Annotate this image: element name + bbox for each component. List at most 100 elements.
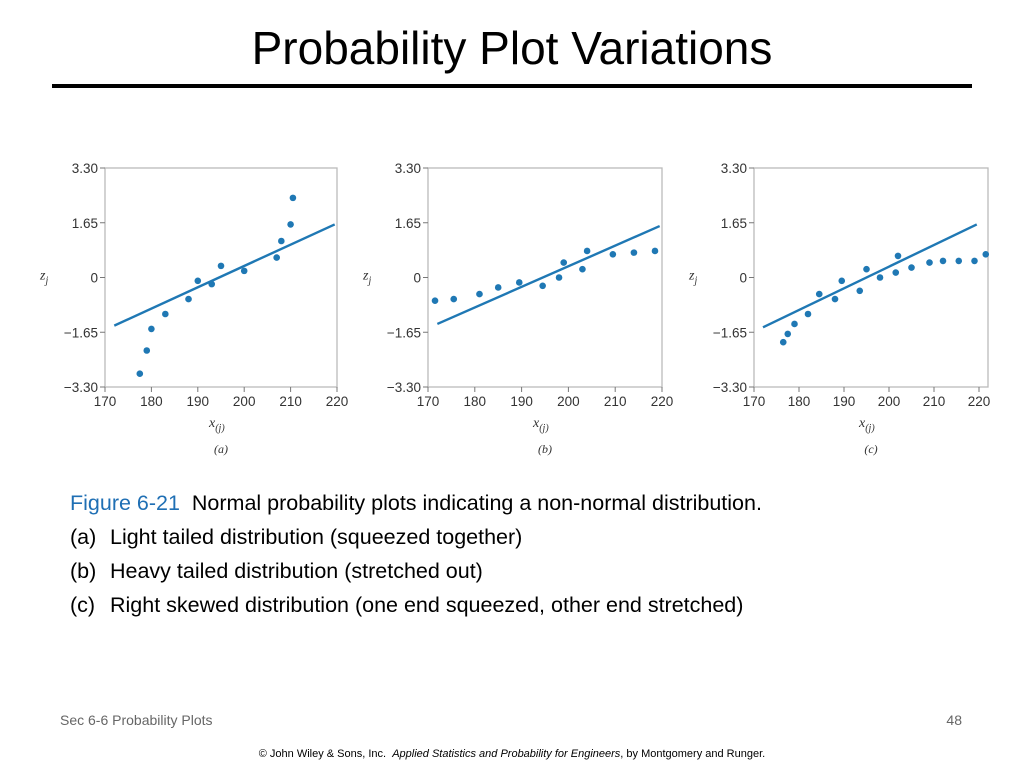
data-point [955, 257, 963, 265]
x-tick-label: 190 [833, 394, 856, 409]
data-point [240, 267, 248, 275]
y-tick-label: −1.65 [387, 325, 421, 340]
panel-label: (c) [864, 442, 877, 456]
x-tick-label: 190 [510, 394, 533, 409]
plot-frame [753, 167, 989, 388]
data-point [609, 250, 617, 258]
data-point [926, 259, 933, 266]
data-point [779, 338, 787, 346]
x-axis-label: x(j) [858, 416, 875, 434]
x-tick-label: 200 [557, 394, 580, 409]
book-title: Applied Statistics and Probability for E… [392, 748, 621, 760]
data-point [908, 264, 915, 271]
data-point [194, 277, 202, 285]
data-point [791, 320, 798, 328]
x-axis-label: x(j) [532, 416, 549, 434]
data-point [148, 325, 155, 333]
probability-plots: 170 180 190 200 210 220 3.30 1.65 0 −1.65 −3.30 zj x… [39, 161, 990, 456]
reference-line [113, 223, 336, 327]
data-point [815, 290, 823, 298]
x-axis-label: x(j) [208, 416, 225, 434]
copyright-suffix: , by Montgomery and Runger. [620, 748, 766, 760]
reference-line [436, 224, 661, 326]
data-point [651, 247, 659, 255]
y-tick-label: 1.65 [395, 216, 421, 231]
figure-description: Normal probability plots indicating a no… [191, 491, 762, 515]
data-point [208, 280, 216, 288]
data-point [289, 194, 297, 202]
caption-item-b: (b) Heavy tailed distribution (stretched… [70, 554, 762, 588]
x-tick-label: 180 [788, 394, 811, 409]
data-point [560, 259, 568, 266]
x-tick-label: 200 [233, 394, 256, 409]
data-point [287, 221, 294, 228]
caption-item-a: (a) Light tailed distribution (squeezed … [70, 520, 762, 554]
plot-panel-1: 170 180 190 200 210 220 3.30 1.65 0 −1.65 −3.30 zj x… [362, 161, 673, 456]
data-point [162, 310, 169, 318]
y-tick-label: 1.65 [721, 216, 747, 231]
y-tick-label: 1.65 [72, 216, 98, 231]
x-tick-label: 170 [743, 394, 766, 409]
x-tick-label: 220 [651, 394, 674, 409]
data-point [939, 257, 947, 265]
data-point [894, 252, 902, 260]
caption-item-text: Light tailed distribution (squeezed toge… [109, 525, 523, 549]
data-point [555, 274, 563, 281]
x-tick-label: 210 [604, 394, 627, 409]
x-tick-label: 170 [94, 394, 117, 409]
data-point [185, 295, 192, 303]
data-point [831, 295, 839, 303]
y-tick-label: 3.30 [395, 161, 421, 176]
data-point [476, 290, 483, 298]
data-point [136, 370, 144, 378]
plot-panel-0: 170 180 190 200 210 220 3.30 1.65 0 −1.65 −3.30 zj x… [39, 161, 348, 456]
x-tick-label: 190 [187, 394, 210, 409]
data-point [971, 257, 978, 265]
y-tick-label: −3.30 [713, 380, 747, 395]
panel-label: (b) [538, 442, 552, 456]
figure-caption: Figure 6-21 Normal probability plots ind… [70, 486, 762, 622]
title-underline [52, 84, 972, 88]
y-tick-label: 3.30 [721, 161, 747, 176]
data-point [494, 284, 502, 291]
y-tick-label: −1.65 [64, 325, 98, 340]
copyright-prefix: © John Wiley & Sons, Inc. [258, 748, 387, 760]
data-point [892, 269, 900, 276]
y-axis-label: zj [39, 269, 48, 287]
caption-item-tag: (b) [70, 559, 97, 583]
data-point [450, 295, 458, 303]
x-tick-label: 200 [878, 394, 901, 409]
data-point [804, 310, 812, 318]
x-tick-label: 220 [326, 394, 349, 409]
caption-item-text: Right skewed distribution (one end squee… [109, 593, 744, 617]
figure-label: Figure 6-21 [70, 491, 180, 515]
data-point [539, 282, 546, 290]
y-tick-label: 0 [90, 271, 98, 286]
data-point [863, 265, 870, 273]
y-tick-label: 0 [739, 271, 747, 286]
caption-item-c: (c) Right skewed distribution (one end s… [70, 588, 762, 622]
y-axis-label: zj [688, 269, 697, 287]
data-point [784, 330, 792, 338]
y-tick-label: 3.30 [72, 161, 98, 176]
data-point [431, 297, 439, 305]
data-point [876, 274, 884, 281]
y-axis-label: zj [362, 269, 371, 287]
x-tick-label: 180 [140, 394, 163, 409]
data-point [515, 279, 523, 286]
x-tick-label: 180 [464, 394, 487, 409]
data-point [273, 254, 280, 261]
y-tick-label: −3.30 [64, 380, 98, 395]
y-tick-label: −3.30 [387, 380, 421, 395]
panel-label: (a) [214, 442, 228, 456]
data-point [630, 249, 638, 256]
plot-panel-2: 170 180 190 200 210 220 3.30 1.65 0 −1.65 −3.30 zj x… [688, 161, 990, 456]
y-tick-label: 0 [413, 271, 421, 286]
data-point [217, 262, 225, 270]
data-point [583, 247, 591, 255]
caption-item-tag: (a) [70, 525, 97, 549]
section-footer: Sec 6-6 Probability Plots [60, 712, 213, 728]
slide-title: Probability Plot Variations [251, 22, 773, 74]
x-tick-label: 170 [417, 394, 440, 409]
data-point [278, 237, 285, 245]
